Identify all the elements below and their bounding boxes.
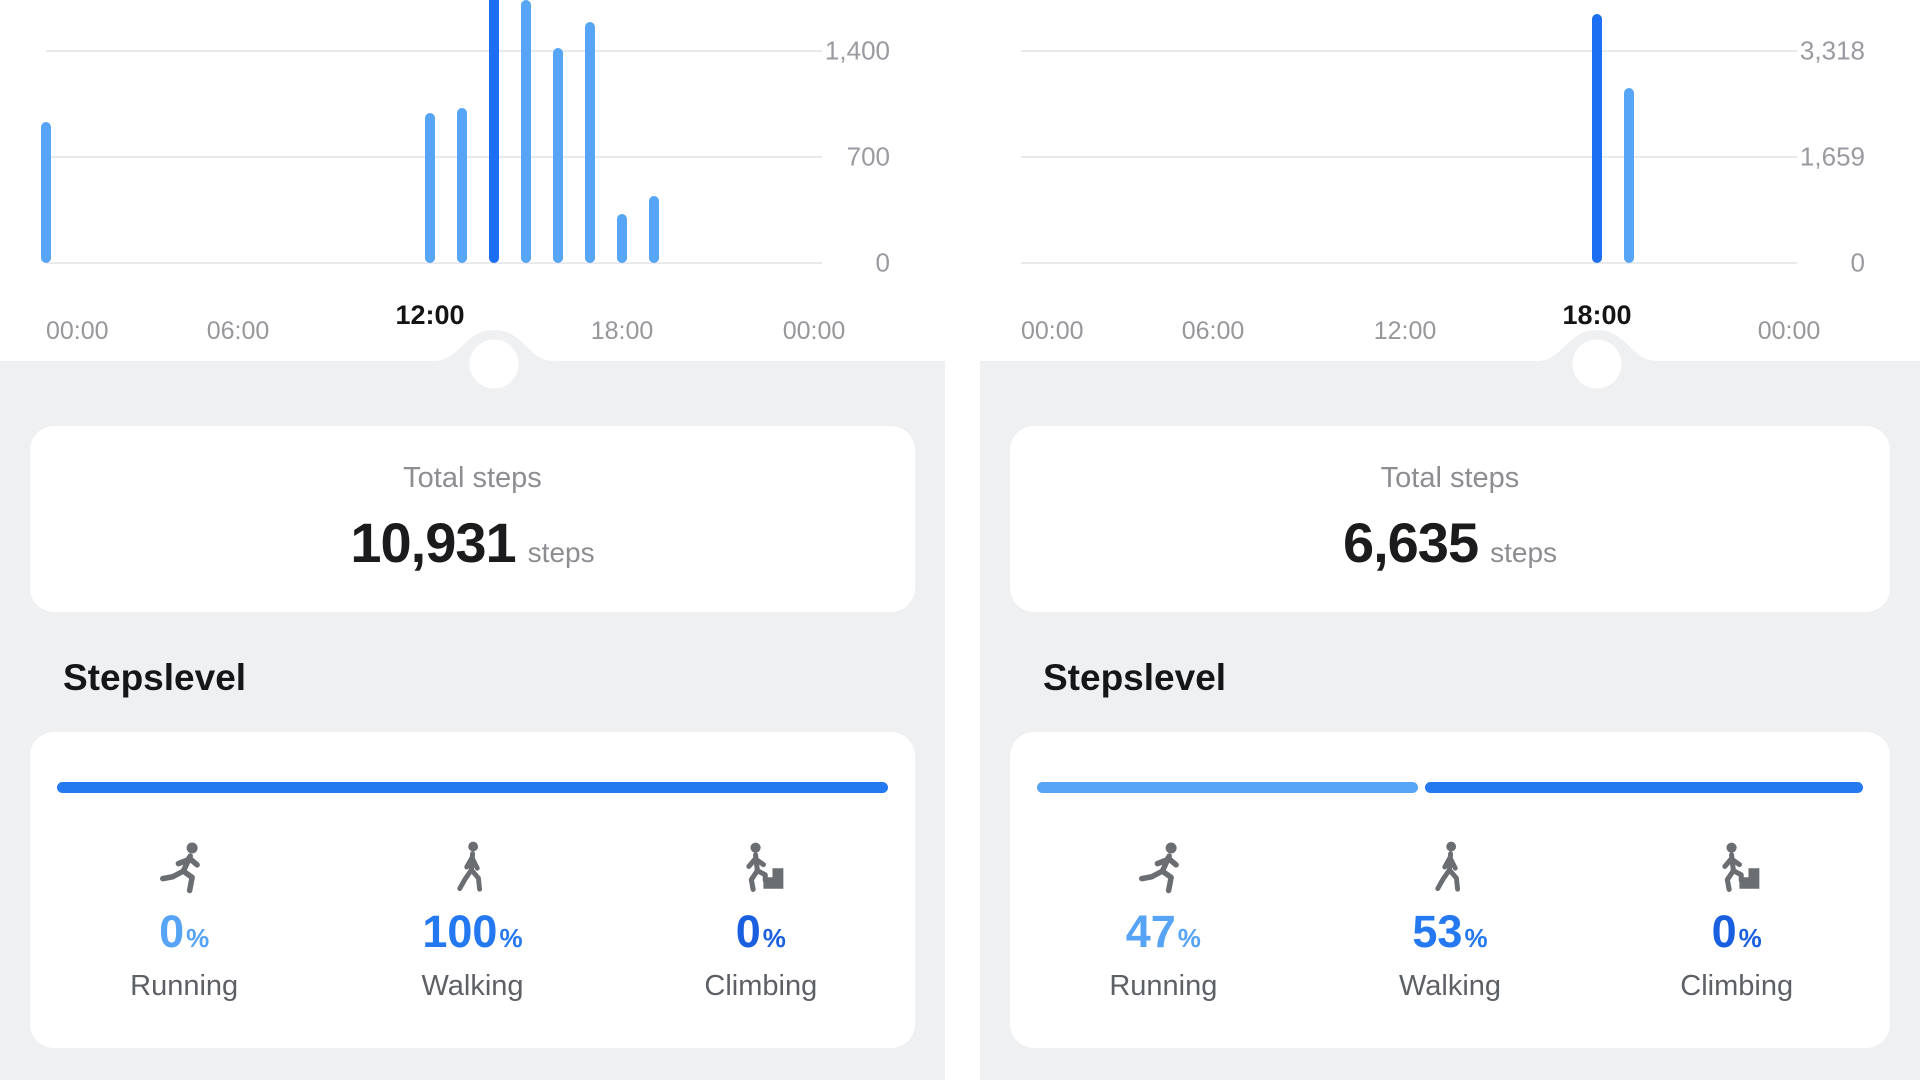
category-label-walking: Walking (1398, 970, 1502, 1002)
steps-bar-chart: 3,318 1,659 0 00:00 06:00 12:00 18:00 00:00 (980, 0, 1920, 361)
running-icon (1133, 836, 1193, 896)
percent-value-walking: 53% (1412, 906, 1488, 957)
total-steps-label: Total steps (403, 462, 542, 494)
progress-segment-walking (1424, 782, 1863, 793)
hour-bar-selected[interactable] (1592, 14, 1602, 263)
percent-value-running: 47% (1125, 906, 1201, 957)
chart-gridline (1021, 50, 1797, 52)
selected-hour-notch-handle[interactable] (434, 326, 554, 397)
x-tick-label: 06:00 (206, 317, 270, 345)
total-steps-label: Total steps (1380, 462, 1520, 494)
x-tick-label-selected: 18:00 (1562, 300, 1632, 330)
total-steps-unit: steps (527, 537, 595, 568)
x-tick-label: 00:00 (46, 317, 109, 345)
x-tick-label: 18:00 (590, 317, 654, 345)
category-column-running: 47% Running (1020, 836, 1307, 1003)
total-steps-unit: steps (1490, 537, 1558, 568)
x-tick-label: 00:00 (782, 317, 846, 345)
total-steps-value: 6,635 steps (1010, 510, 1890, 575)
running-icon (154, 836, 214, 896)
x-tick-label: 06:00 (1181, 317, 1245, 345)
category-column-running: 0% Running (40, 836, 328, 1003)
percent-value-running: 0% (159, 906, 210, 957)
x-tick-label-selected: 12:00 (395, 300, 465, 330)
category-label-climbing: Climbing (704, 970, 818, 1002)
category-label-climbing: Climbing (1680, 970, 1794, 1002)
total-steps-card: Total steps 10,931 steps (30, 426, 915, 612)
chart-gridline (1021, 156, 1797, 158)
total-steps-card: Total steps 6,635 steps (1010, 426, 1890, 612)
category-label-running: Running (1109, 970, 1218, 1002)
progress-segment-walking (57, 782, 888, 793)
y-axis-label: 3,318 (1799, 35, 1865, 66)
chart-gridline (46, 50, 822, 52)
stepslevel-heading: Stepslevel (1043, 657, 1227, 698)
steps-bar-chart: 1,400 700 0 00:00 06:00 12:00 18:00 00:00 (0, 0, 945, 361)
stepslevel-heading: Stepslevel (63, 657, 247, 698)
total-steps-value: 10,931 steps (30, 510, 915, 575)
chart-gridline (46, 262, 822, 264)
steps-level-progress-bar (1037, 782, 1863, 793)
day-panel-left: 1,400 700 0 00:00 06:00 12:00 18:00 00:00 Total… (0, 0, 945, 1080)
category-label-running: Running (130, 970, 239, 1002)
hour-bar[interactable] (521, 0, 531, 263)
category-column-walking: 53% Walking (1307, 836, 1594, 1003)
y-axis-label: 0 (875, 247, 890, 278)
panel-lower-section: Total steps 6,635 steps Stepslevel (980, 361, 1920, 1080)
percent-value-climbing: 0% (1711, 906, 1762, 957)
percent-value-climbing: 0% (735, 906, 786, 957)
total-steps-number: 10,931 (350, 511, 516, 574)
hour-bar[interactable] (41, 122, 51, 263)
hour-bar[interactable] (457, 107, 467, 263)
y-axis-label: 1,400 (824, 35, 890, 66)
hour-bar[interactable] (1624, 87, 1634, 263)
x-tick-label: 00:00 (1757, 317, 1821, 345)
category-column-walking: 100% Walking (328, 836, 616, 1003)
category-columns: 47% Running 53% Walking (1020, 836, 1880, 1003)
total-steps-number: 6,635 (1342, 511, 1479, 574)
walking-icon (444, 836, 500, 896)
category-column-climbing: 0% Climbing (617, 836, 905, 1003)
progress-segment-running (1037, 782, 1418, 793)
hour-bar[interactable] (649, 195, 659, 263)
category-column-climbing: 0% Climbing (1593, 836, 1880, 1003)
percent-value-walking: 100% (422, 906, 523, 957)
hour-bar-selected[interactable] (489, 0, 499, 263)
climbing-icon (1708, 836, 1766, 896)
hour-bar[interactable] (585, 22, 595, 263)
category-label-walking: Walking (421, 970, 524, 1002)
chart-gridline (1021, 262, 1797, 264)
category-columns: 0% Running 100% Walking (40, 836, 905, 1003)
y-axis-label: 0 (1850, 247, 1865, 278)
hour-bar[interactable] (425, 113, 435, 263)
steps-level-progress-bar (57, 782, 888, 793)
day-panel-right: 3,318 1,659 0 00:00 06:00 12:00 18:00 00:00 Tot… (980, 0, 1920, 1080)
hour-bar[interactable] (617, 213, 627, 263)
stepslevel-card: 47% Running 53% Walking (1010, 732, 1890, 1048)
walking-icon (1422, 836, 1478, 896)
hour-bar[interactable] (553, 47, 563, 263)
y-axis-label: 1,659 (1799, 141, 1865, 172)
x-tick-label: 00:00 (1021, 317, 1084, 345)
panel-lower-section: Total steps 10,931 steps Stepslevel (0, 361, 945, 1080)
selected-hour-notch-handle[interactable] (1537, 326, 1657, 397)
x-tick-label: 12:00 (1373, 317, 1437, 345)
stepslevel-card: 0% Running 100% Walking (30, 732, 915, 1048)
climbing-icon (732, 836, 790, 896)
y-axis-label: 700 (846, 141, 890, 172)
